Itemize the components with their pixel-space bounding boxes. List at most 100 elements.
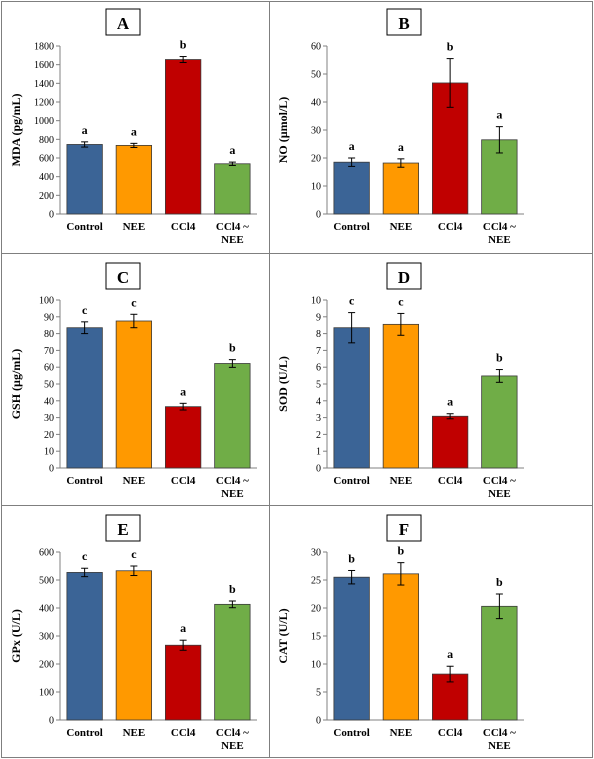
x-tick-label: CCl4 ~ NEE [483,475,516,500]
bar [115,570,153,721]
y-tick-label: 6 [316,363,321,374]
significance-letter: a [447,395,453,409]
y-tick-label: 200 [39,660,54,671]
significance-letter: b [447,40,454,54]
panel-label-box [105,262,141,290]
y-tick-label: 30 [311,548,321,559]
panel-label: A [117,14,130,33]
panel-label-box [105,514,141,542]
bar [115,320,153,469]
y-tick-label: 300 [39,632,54,643]
panel-label: D [398,268,410,287]
y-tick-label: 20 [311,604,321,615]
bar [431,82,469,215]
y-tick-label: 15 [311,632,321,643]
y-tick-label: 8 [316,329,321,340]
y-tick-label: 10 [311,182,321,193]
x-tick-label: Control [333,221,369,233]
significance-letter: a [496,108,502,122]
y-tick-label: 9 [316,312,321,323]
y-axis-label: SOD (U/L) [276,356,290,412]
bar [66,144,103,215]
y-tick-label: 2 [316,430,321,441]
panel-label-box [105,8,141,36]
y-tick-label: 1200 [34,98,54,109]
x-tick-label: NEE [390,221,413,233]
x-tick-label: CCl4 ~ NEE [483,221,516,246]
y-tick-label: 3 [316,413,321,424]
y-tick-label: 10 [44,447,54,458]
y-tick-label: 10 [311,660,321,671]
significance-letter: a [131,124,137,138]
chart-panel-c: C 0 10 20 30 40 50 60 70 80 90 100 GSH (µg/mL) c Contr… [9,262,257,500]
chart-panel-a: A 0 200 400 600 800 1000 1200 1400 1600 1800 MDA (p… [9,8,257,246]
y-tick-label: 60 [44,363,54,374]
y-tick-label: 5 [316,380,321,391]
y-axis-label: GSH (µg/mL) [9,349,23,420]
significance-letter: c [82,549,88,563]
y-tick-label: 1000 [34,116,54,127]
y-tick-label: 1800 [34,42,54,53]
x-tick-label: Control [66,475,102,487]
panel-label: F [399,520,409,539]
panel-label: C [117,268,129,287]
y-tick-label: 0 [316,210,321,221]
y-tick-label: 80 [44,329,54,340]
bar [115,144,153,215]
bar [164,59,202,215]
y-tick-label: 1 [316,447,321,458]
y-tick-label: 100 [39,688,54,699]
bar [164,406,202,469]
y-tick-label: 100 [39,296,54,307]
y-tick-label: 600 [39,548,54,559]
significance-letter: b [229,341,236,355]
bar [66,327,103,469]
bar [481,375,518,469]
y-tick-label: 0 [316,716,321,727]
y-axis-label: GPx (U/L) [9,609,23,663]
y-tick-label: 90 [44,312,54,323]
bar [66,572,103,721]
bar [214,163,251,215]
y-axis-label: MDA (pg/mL) [9,94,23,167]
significance-letter: b [496,351,503,365]
y-tick-label: 400 [39,604,54,615]
significance-letter: a [82,123,88,137]
chart-panel-d: D 0 1 2 3 4 5 6 7 8 9 10 SOD (U/L) c Control c NEE a CCl4 b… [276,262,524,500]
x-tick-label: NEE [123,221,146,233]
y-tick-label: 0 [49,210,54,221]
bar [333,327,370,469]
significance-letter: a [447,647,453,661]
y-tick-label: 1600 [34,60,54,71]
y-tick-label: 60 [311,42,321,53]
significance-letter: b [398,544,405,558]
significance-letter: b [348,551,355,565]
x-tick-label: CCl4 [171,475,196,487]
y-axis-label: CAT (U/L) [276,608,290,663]
y-tick-label: 600 [39,154,54,165]
y-tick-label: 5 [316,688,321,699]
x-tick-label: Control [66,727,102,739]
y-tick-label: 50 [44,380,54,391]
x-tick-label: Control [333,727,369,739]
x-tick-label: CCl4 [438,727,463,739]
panel-label-box [386,262,422,290]
chart-panel-f: F 0 5 10 15 20 25 30 CAT (U/L) b Control b NEE a CCl4 b… [276,514,524,752]
x-tick-label: CCl4 ~ NEE [483,727,516,752]
significance-letter: b [496,575,503,589]
y-tick-label: 0 [49,464,54,475]
y-tick-label: 0 [49,716,54,727]
panel-label-box [386,8,422,36]
y-tick-label: 1400 [34,79,54,90]
significance-letter: a [398,140,404,154]
bar [481,605,518,721]
y-tick-label: 40 [44,396,54,407]
y-tick-label: 50 [311,70,321,81]
y-tick-label: 800 [39,135,54,146]
bar [382,573,420,721]
bar [333,576,370,721]
x-tick-label: NEE [123,475,146,487]
y-tick-label: 4 [316,396,321,407]
